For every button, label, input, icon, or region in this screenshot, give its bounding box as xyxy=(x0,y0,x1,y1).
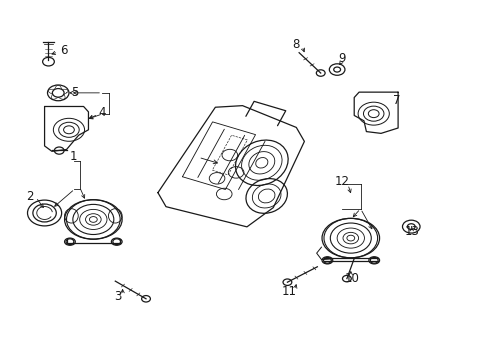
Text: 12: 12 xyxy=(334,175,349,188)
Text: 1: 1 xyxy=(70,150,78,163)
Text: 4: 4 xyxy=(98,106,105,119)
Text: 10: 10 xyxy=(344,272,359,285)
Text: 2: 2 xyxy=(26,190,34,203)
Text: 9: 9 xyxy=(338,52,345,65)
Text: 5: 5 xyxy=(71,86,79,99)
Text: 8: 8 xyxy=(291,38,299,51)
Text: 7: 7 xyxy=(392,94,400,107)
Text: 6: 6 xyxy=(60,44,68,57)
Text: 11: 11 xyxy=(281,285,296,298)
Text: 3: 3 xyxy=(114,290,121,303)
Text: 13: 13 xyxy=(404,225,418,238)
